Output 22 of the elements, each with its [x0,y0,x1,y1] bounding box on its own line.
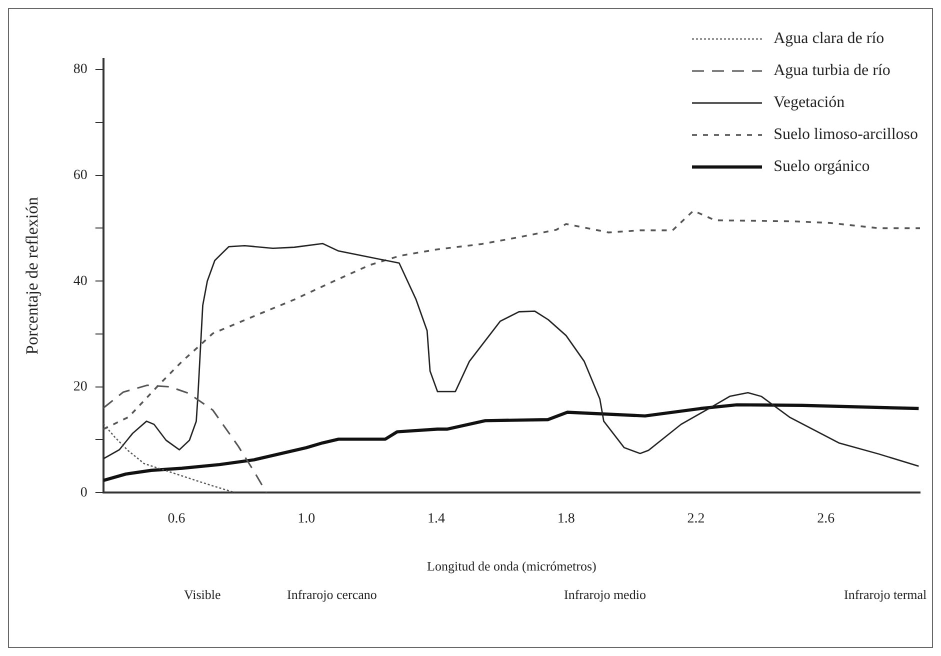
x-axis-title: Longitud de onda (micrómetros) [427,558,596,574]
x-tick-label: 1.8 [557,512,575,527]
legend-label: Suelo orgánico [774,158,870,176]
y-tick-label: 60 [73,168,88,184]
y-tick-label: 20 [73,380,88,395]
x-tick-label: 1.0 [298,512,316,527]
x-tick-label: 2.6 [817,512,835,527]
text: Visible [184,587,221,603]
text: Infrarojo medio [564,587,646,603]
y-tick-label: 80 [73,62,88,78]
legend-label: Agua clara de río [774,30,884,48]
text: Infrarojo termal [844,587,927,603]
x-tick-label: 2.2 [687,512,705,527]
y-tick-label: 40 [73,274,88,289]
x-tick-label: 1.4 [427,512,445,527]
y-axis-title: Porcentaje de reflexión [22,196,42,355]
y-tick-label: 0 [80,485,88,500]
text: Infrarojo cercano [287,587,377,603]
x-tick-label: 0.6 [168,512,186,527]
legend-label: Agua turbia de río [774,62,890,80]
legend-label: Suelo limoso-arcilloso [774,126,918,144]
legend-label: Vegetación [774,94,845,112]
